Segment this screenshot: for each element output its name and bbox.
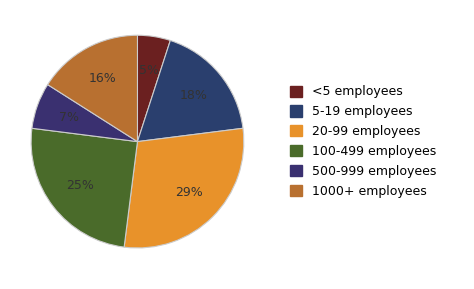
Text: 5%: 5% bbox=[139, 64, 159, 77]
Text: 25%: 25% bbox=[66, 179, 94, 192]
Wedge shape bbox=[32, 85, 137, 142]
Text: 7%: 7% bbox=[59, 111, 80, 124]
Wedge shape bbox=[31, 128, 137, 247]
Wedge shape bbox=[48, 35, 137, 142]
Wedge shape bbox=[124, 128, 244, 248]
Text: 16%: 16% bbox=[89, 72, 117, 85]
Legend: <5 employees, 5-19 employees, 20-99 employees, 100-499 employees, 500-999 employ: <5 employees, 5-19 employees, 20-99 empl… bbox=[290, 86, 437, 198]
Text: 18%: 18% bbox=[179, 89, 207, 102]
Wedge shape bbox=[137, 35, 170, 142]
Text: 29%: 29% bbox=[175, 186, 202, 199]
Wedge shape bbox=[137, 40, 243, 142]
